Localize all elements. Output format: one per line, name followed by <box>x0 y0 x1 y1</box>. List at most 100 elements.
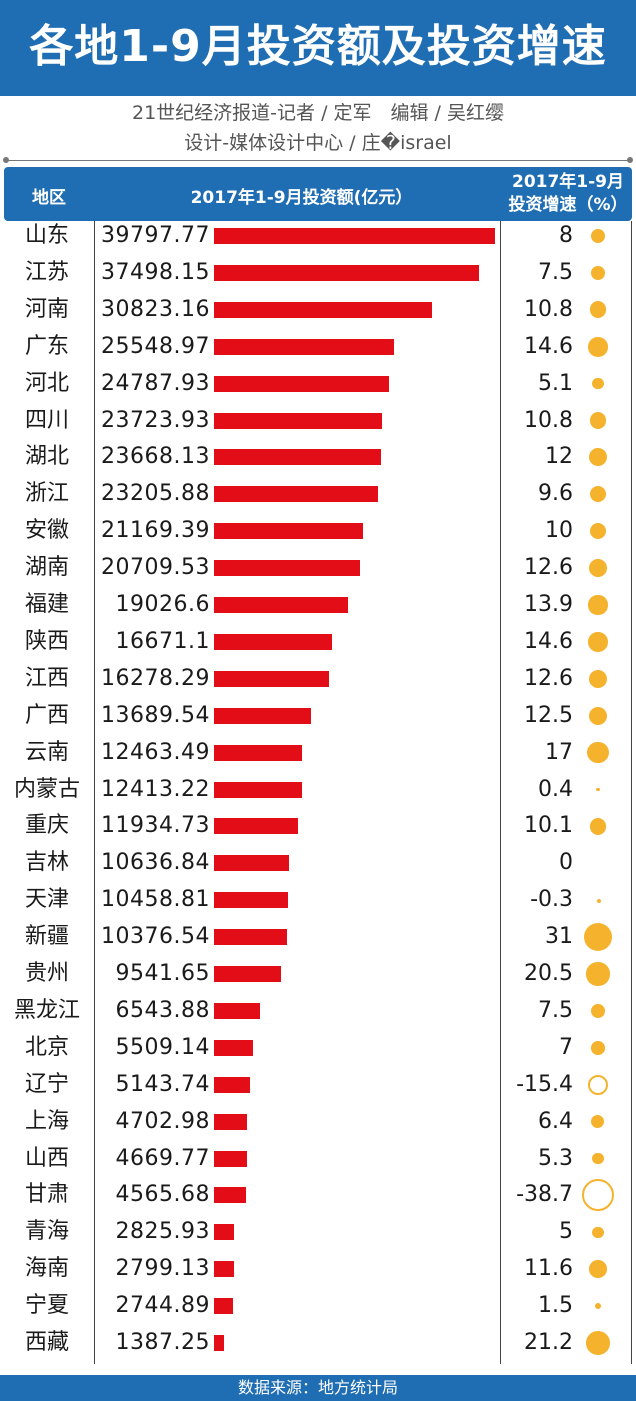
region-label: 湖南 <box>24 555 69 581</box>
region-label: 重庆 <box>24 813 69 839</box>
growth-value-label: 11.6 <box>524 1256 573 1282</box>
investment-bar <box>214 1224 234 1241</box>
growth-dot <box>592 1226 604 1239</box>
investment-value-label: 12413.22 <box>101 776 210 802</box>
region-label: 吉林 <box>24 850 69 876</box>
growth-dot <box>588 669 608 688</box>
investment-bar <box>214 264 479 281</box>
growth-dot <box>596 787 600 792</box>
region-label: 天津 <box>24 887 69 913</box>
investment-bar <box>214 1113 248 1130</box>
table-row: 安徽 21169.39 10 <box>0 519 636 556</box>
growth-value-label: 21.2 <box>524 1330 573 1355</box>
investment-bar <box>214 523 364 540</box>
investment-value-label: 23668.13 <box>101 444 210 470</box>
growth-dot <box>589 301 607 319</box>
table-row: 湖北 23668.13 12 <box>0 445 636 482</box>
region-label: 上海 <box>24 1108 69 1134</box>
table-row: 上海 4702.98 6.4 <box>0 1108 636 1147</box>
growth-dot <box>589 1260 607 1278</box>
table-row: 新疆 10376.54 31 <box>0 922 636 962</box>
investment-bar <box>214 486 378 503</box>
growth-value-label: 12.6 <box>524 555 573 581</box>
growth-value-label: -15.4 <box>516 1071 573 1097</box>
investment-value-label: 30823.16 <box>101 296 210 322</box>
growth-dot <box>587 1074 609 1095</box>
investment-bar <box>214 781 302 798</box>
region-label: 山东 <box>24 223 69 248</box>
growth-dot <box>589 523 607 540</box>
title-banner: 各地1-9月投资额及投资增速 <box>0 0 636 96</box>
investment-bar <box>214 1002 261 1019</box>
growth-value-label: 7 <box>559 1034 573 1060</box>
region-label: 黑龙江 <box>13 997 80 1023</box>
table-row: 内蒙古 12413.22 0.4 <box>0 776 636 815</box>
column-divider <box>500 221 501 1364</box>
investment-value-label: 37498.15 <box>101 259 210 285</box>
table-row: 湖南 20709.53 12.6 <box>0 556 636 593</box>
investment-bar <box>214 1261 234 1278</box>
table-row: 山西 4669.77 5.3 <box>0 1146 636 1184</box>
table-row: 江苏 37498.15 7.5 <box>0 259 636 298</box>
investment-value-label: 19026.6 <box>115 592 210 617</box>
investment-bar <box>214 412 382 429</box>
region-label: 四川 <box>24 407 69 433</box>
header-growth: 2017年1-9月 投资增速（%） <box>504 171 632 217</box>
table-row: 江西 16278.29 12.6 <box>0 665 636 704</box>
growth-value-label: 1.5 <box>538 1293 573 1319</box>
growth-dot <box>592 377 604 390</box>
investment-bar <box>214 633 332 650</box>
divider-dot-left <box>3 157 9 163</box>
growth-dot <box>589 818 607 835</box>
investment-bar <box>214 1298 234 1315</box>
investment-value-label: 10458.81 <box>101 887 210 913</box>
growth-value-label: 5 <box>559 1219 573 1245</box>
investment-value-label: 11934.73 <box>101 813 210 839</box>
investment-value-label: 25548.97 <box>101 333 210 359</box>
growth-value-label: 12.5 <box>524 702 573 728</box>
column-divider <box>94 221 95 1364</box>
region-label: 内蒙古 <box>13 776 80 802</box>
growth-value-label: 10 <box>545 518 573 544</box>
column-divider <box>631 221 632 1364</box>
investment-value-label: 23205.88 <box>101 481 210 507</box>
growth-value-label: 9.6 <box>538 481 573 507</box>
investment-bar <box>214 1187 247 1204</box>
table-row: 山东 39797.77 8 <box>0 224 636 261</box>
table-row: 黑龙江 6543.88 7.5 <box>0 997 636 1036</box>
table-row: 四川 23723.93 10.8 <box>0 407 636 446</box>
investment-bar <box>214 892 288 909</box>
region-label: 云南 <box>24 739 69 765</box>
region-label: 陕西 <box>24 628 69 654</box>
region-label: 西藏 <box>24 1330 69 1355</box>
investment-bar <box>214 707 311 724</box>
growth-dot <box>590 265 606 280</box>
chart-title: 各地1-9月投资额及投资增速 <box>29 21 607 72</box>
table-row: 吉林 10636.84 0 <box>0 851 636 888</box>
growth-dot <box>588 706 608 725</box>
table-row: 西藏 1387.25 21.2 <box>0 1331 636 1368</box>
growth-dot <box>588 632 608 652</box>
growth-dot <box>590 486 606 503</box>
credits-line-2: 设计-媒体设计中心 / 庄�israel <box>184 132 452 154</box>
growth-value-label: 0.4 <box>538 776 573 802</box>
investment-value-label: 1387.25 <box>115 1330 210 1355</box>
growth-value-label: 0 <box>559 850 573 876</box>
investment-value-label: 10376.54 <box>101 924 210 950</box>
growth-dot <box>586 1331 610 1355</box>
growth-value-label: 12.6 <box>524 665 573 691</box>
growth-dot <box>583 922 613 952</box>
header-region: 地区 <box>32 188 66 208</box>
growth-value-label: 10.8 <box>524 296 573 322</box>
growth-dot <box>588 558 608 578</box>
growth-value-label: 17 <box>545 739 573 765</box>
region-label: 安徽 <box>24 518 69 544</box>
investment-value-label: 9541.65 <box>115 961 210 986</box>
investment-bar <box>214 1076 251 1093</box>
credits-line-1: 21世纪经济报道-记者 / 定军 编辑 / 吴红缨 <box>132 102 504 124</box>
investment-bar <box>214 855 290 872</box>
investment-value-label: 5509.14 <box>115 1034 210 1060</box>
investment-value-label: 13689.54 <box>101 702 210 728</box>
investment-value-label: 4702.98 <box>115 1108 210 1134</box>
table-row: 陕西 16671.1 14.6 <box>0 628 636 667</box>
